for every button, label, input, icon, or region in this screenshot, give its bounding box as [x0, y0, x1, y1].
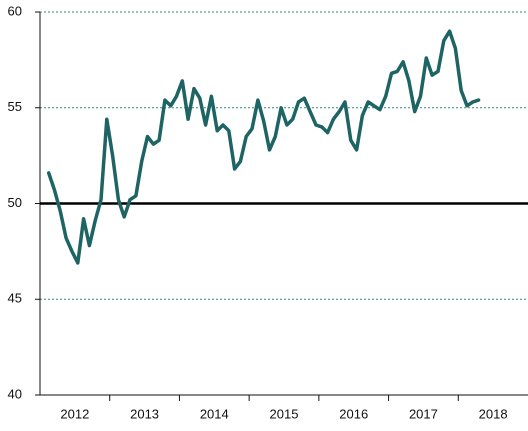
- x-tick-label: 2013: [130, 406, 159, 421]
- series-line: [46, 29, 481, 265]
- y-tick-label: 55: [8, 99, 22, 114]
- x-tick-label: 2014: [200, 406, 229, 421]
- x-tick-label: 2017: [409, 406, 438, 421]
- x-tick-label: 2012: [60, 406, 89, 421]
- y-tick-label: 45: [8, 291, 22, 306]
- x-tick-label: 2016: [339, 406, 368, 421]
- y-tick-label: 50: [8, 195, 22, 210]
- y-tick-label: 60: [8, 3, 22, 18]
- x-tick-label: 2015: [270, 406, 299, 421]
- x-tick-label: 2018: [479, 406, 508, 421]
- y-tick-label: 40: [8, 386, 22, 401]
